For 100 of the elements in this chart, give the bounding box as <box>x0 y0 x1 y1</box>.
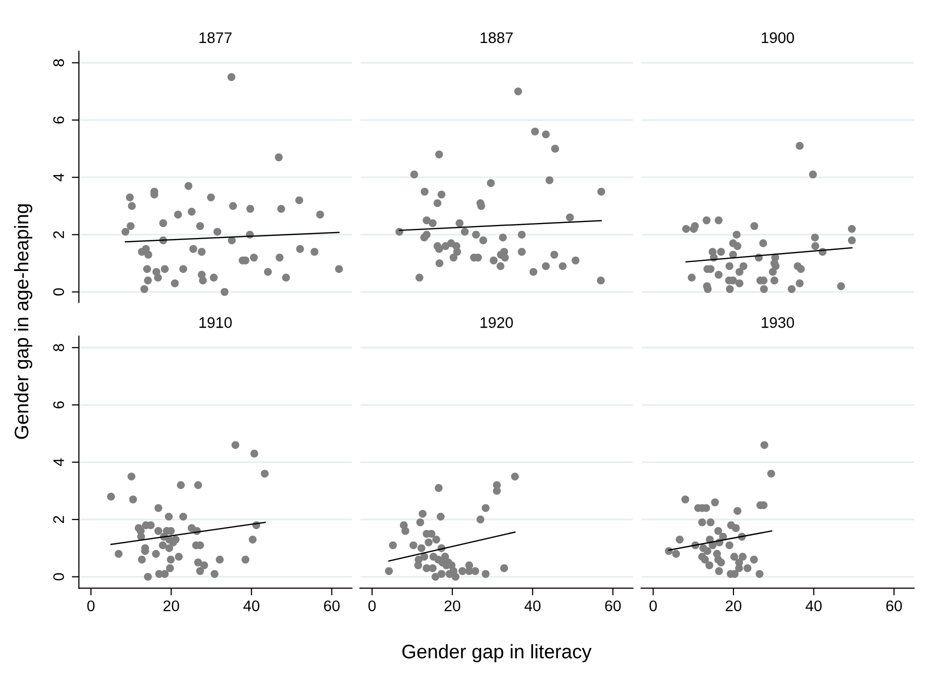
point <box>198 248 206 256</box>
point <box>496 262 504 270</box>
point <box>196 222 204 230</box>
point <box>210 570 218 578</box>
y-tick-label: 4 <box>53 458 64 466</box>
point <box>500 564 508 572</box>
point <box>434 484 443 492</box>
point <box>264 268 272 276</box>
y-axis-title: Gender gap in age-heaping <box>14 204 32 439</box>
x-tick-label: 60 <box>605 600 621 612</box>
point <box>128 202 136 210</box>
point <box>159 219 168 228</box>
x-axis-title: Gender gap in literacy <box>402 644 592 662</box>
point <box>796 142 804 150</box>
point <box>811 242 820 250</box>
point <box>490 256 498 264</box>
point <box>231 441 240 449</box>
point <box>518 230 526 239</box>
point <box>277 204 286 213</box>
point <box>726 262 734 270</box>
point <box>107 492 115 500</box>
point <box>295 196 304 204</box>
point <box>414 556 423 564</box>
point <box>422 230 431 239</box>
point <box>744 564 752 572</box>
point <box>138 556 146 564</box>
point <box>453 248 462 256</box>
point <box>384 567 393 575</box>
point <box>310 248 318 256</box>
point <box>184 182 192 190</box>
point <box>114 550 123 558</box>
point <box>698 518 706 526</box>
point <box>144 572 152 581</box>
point <box>198 276 207 284</box>
point <box>260 470 269 478</box>
point <box>702 216 710 224</box>
point <box>572 256 580 264</box>
point <box>471 567 480 575</box>
point <box>432 572 440 581</box>
point <box>479 236 488 244</box>
y-tick-label: 0 <box>53 288 64 296</box>
point <box>450 254 458 262</box>
point <box>154 274 162 282</box>
point <box>750 222 758 230</box>
point <box>514 87 522 96</box>
point <box>529 268 538 276</box>
point <box>176 481 185 490</box>
x-tick-label: 40 <box>806 600 822 612</box>
point <box>726 541 734 550</box>
point <box>248 536 257 544</box>
point <box>129 496 137 504</box>
point <box>136 527 145 535</box>
point <box>482 504 490 512</box>
x-tick-label: 60 <box>886 600 902 612</box>
point <box>811 234 819 242</box>
point <box>750 556 758 564</box>
point <box>210 274 218 282</box>
point <box>165 544 174 552</box>
point <box>458 567 466 575</box>
point <box>736 279 744 288</box>
point <box>738 552 747 561</box>
point <box>420 188 429 196</box>
point <box>732 230 741 239</box>
point <box>768 268 777 276</box>
point <box>486 179 495 187</box>
point <box>194 558 202 566</box>
point <box>756 570 764 578</box>
point <box>472 230 480 239</box>
point <box>435 150 444 158</box>
point <box>760 441 768 449</box>
point <box>417 544 426 552</box>
point <box>452 572 460 581</box>
point <box>531 128 539 136</box>
point <box>128 472 136 480</box>
point <box>740 262 748 270</box>
point <box>672 550 680 558</box>
point <box>715 567 723 575</box>
point <box>282 274 290 282</box>
point <box>701 556 709 564</box>
point <box>213 228 222 236</box>
point <box>690 222 699 230</box>
point <box>681 496 690 504</box>
point <box>688 274 696 282</box>
point <box>703 547 712 555</box>
point <box>551 144 560 153</box>
point <box>436 512 445 521</box>
point <box>438 570 446 578</box>
y-tick-label: 6 <box>53 401 64 408</box>
point <box>676 536 684 544</box>
x-tick-label: 0 <box>368 600 376 612</box>
point <box>126 193 134 202</box>
chart-title: 1930 <box>762 317 794 328</box>
point <box>596 276 605 284</box>
point <box>730 552 738 561</box>
point <box>144 250 152 259</box>
point <box>166 556 175 564</box>
point <box>174 552 183 561</box>
point <box>837 282 845 290</box>
point <box>189 245 198 253</box>
point <box>276 254 284 262</box>
